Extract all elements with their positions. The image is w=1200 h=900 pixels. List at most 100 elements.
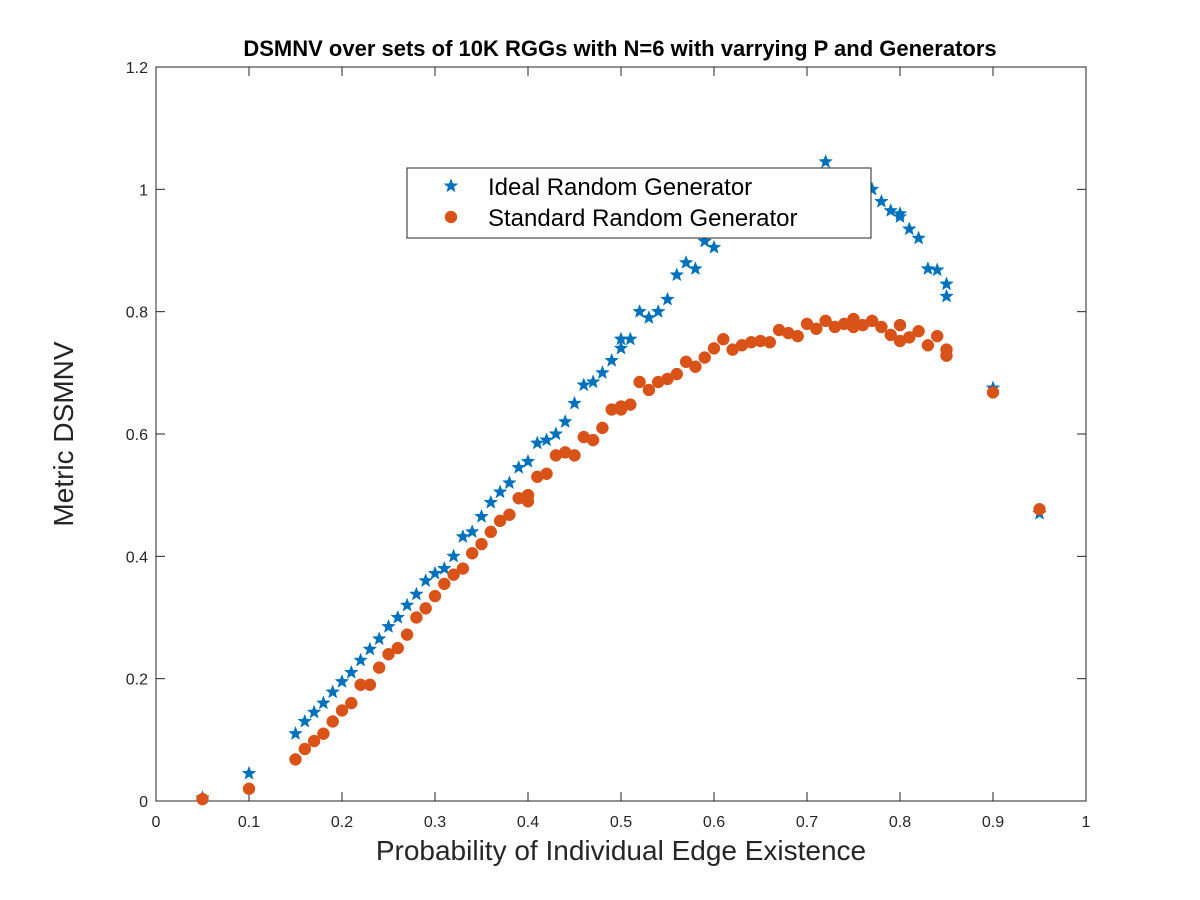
data-point-circle [456, 562, 470, 575]
data-point-circle [428, 589, 442, 603]
data-point-circle [707, 342, 721, 355]
data-point-star [427, 565, 443, 580]
data-point-star [688, 261, 703, 276]
data-point-star [585, 374, 601, 389]
data-point-star [343, 664, 359, 679]
data-point-circle [921, 339, 935, 352]
data-point-circle [484, 525, 498, 539]
x-tick-label: 0.8 [889, 814, 911, 831]
data-point-star [669, 267, 685, 282]
data-point-circle [419, 602, 432, 615]
data-point-star [892, 209, 908, 224]
data-point-star [325, 684, 341, 699]
legend-circle-icon [444, 210, 458, 224]
data-point-star [446, 548, 461, 563]
y-tick-label: 0.8 [126, 305, 148, 322]
x-tick-label: 0.6 [703, 814, 725, 831]
data-point-star [334, 674, 350, 688]
data-point-circle [810, 322, 823, 336]
data-point-star [390, 609, 406, 624]
data-point-star [511, 459, 527, 474]
data-point-circle [586, 433, 600, 447]
data-point-star [660, 291, 675, 306]
y-axis-label: Metric DSMNV [48, 341, 79, 526]
data-point-circle [475, 537, 488, 551]
data-point-circle [819, 314, 832, 328]
data-point-circle [345, 696, 358, 710]
data-point-star [874, 193, 889, 208]
data-point-star [418, 573, 434, 588]
data-point-star [492, 484, 508, 499]
legend-marker-standard [444, 210, 458, 224]
data-point-star [371, 631, 387, 646]
data-point-star [399, 597, 415, 612]
data-point-circle [503, 508, 516, 521]
data-point-star [474, 508, 489, 523]
data-point-star [520, 453, 536, 468]
data-point-circle [465, 547, 479, 560]
data-point-star [595, 365, 610, 380]
data-point-star [241, 765, 257, 780]
data-point-circle [410, 611, 423, 624]
legend-label-standard: Standard Random Generator [488, 205, 798, 232]
data-point-star [436, 560, 452, 575]
data-point-star [567, 395, 582, 410]
data-point-circle [540, 467, 553, 481]
data-point-star [901, 221, 917, 236]
data-point-circle [382, 647, 395, 661]
data-point-circle [400, 628, 414, 641]
data-point-star [613, 340, 629, 355]
y-tick-label: 1 [139, 182, 148, 199]
data-point-star [678, 255, 694, 269]
data-point-star [706, 239, 722, 254]
data-point-circle [875, 320, 888, 334]
data-point-circle [317, 727, 330, 740]
data-point-circle [986, 386, 1000, 399]
data-point-star [641, 310, 657, 325]
data-point-circle [717, 332, 730, 346]
data-point-star [622, 331, 638, 346]
legend-marker-ideal [443, 178, 459, 193]
data-point-circle [372, 661, 386, 674]
legend-box [406, 167, 872, 239]
data-point-star [604, 352, 620, 367]
data-point-circle [893, 318, 907, 332]
data-point-circle [438, 577, 451, 591]
data-point-star [697, 233, 713, 248]
x-tick-label: 0.2 [331, 814, 353, 831]
chart-title: DSMNV over sets of 10K RGGs with N=6 wit… [243, 36, 996, 61]
x-axis-label: Probability of Individual Edge Existence [376, 835, 866, 866]
x-tick-label: 0.5 [610, 814, 632, 831]
y-tick-label: 1.2 [126, 60, 148, 77]
legend-star-icon [443, 178, 459, 193]
data-point-circle [642, 383, 656, 397]
data-point-star [883, 203, 899, 217]
data-point-circle [391, 641, 405, 655]
data-point-star [939, 276, 954, 291]
data-point-star [529, 435, 545, 450]
data-point-star [920, 261, 936, 276]
data-point-circle [289, 753, 302, 766]
data-point-circle [568, 449, 581, 462]
data-point-star [557, 414, 573, 429]
data-point-circle [670, 367, 684, 381]
data-point-circle [791, 329, 804, 343]
data-point-circle [884, 328, 897, 342]
data-point-circle [196, 792, 209, 806]
data-point-star [911, 230, 926, 245]
data-point-star [464, 524, 480, 539]
legend: Ideal Random Generator Standard Random G… [406, 167, 872, 239]
x-tick-label: 0.1 [238, 814, 260, 831]
data-point-circle [363, 678, 377, 692]
data-point-star [362, 641, 378, 656]
data-point-circle [307, 734, 321, 748]
data-point-star [353, 652, 368, 667]
data-point-star [288, 726, 303, 740]
data-point-circle [763, 336, 777, 349]
x-tick-label: 0.4 [517, 814, 539, 831]
y-tick-label: 0 [139, 794, 148, 811]
x-tick-label: 0 [152, 814, 161, 831]
data-point-star [939, 288, 954, 303]
